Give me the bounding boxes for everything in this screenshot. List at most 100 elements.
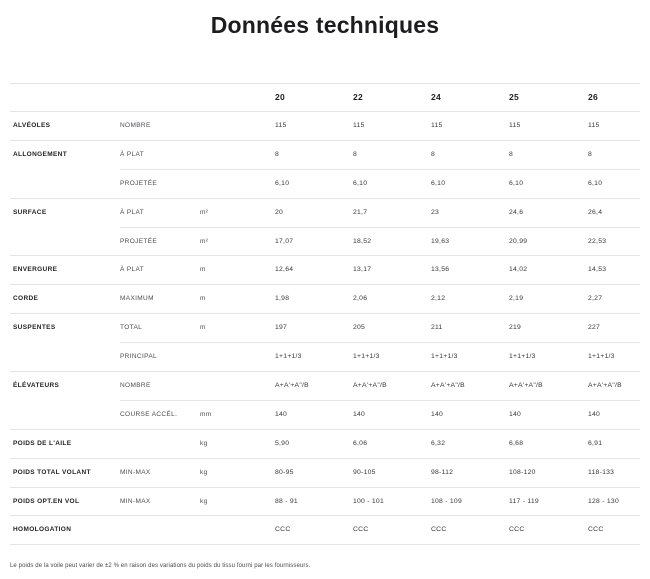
cell-value: 118-133 <box>588 468 615 476</box>
cell-value: A+A'+A"/B <box>509 381 543 389</box>
cell-value: A+A'+A"/B <box>588 381 622 389</box>
table-row: PROJETÉE 6,10 6,10 6,10 6,10 6,10 <box>10 168 640 198</box>
cell-value: 18,52 <box>353 237 372 245</box>
table-row: POIDS DE L'AILE kg 5,90 6,06 6,32 6,68 6,91 <box>10 428 640 458</box>
row-sub-label: MIN-MAX <box>120 468 151 476</box>
cell-value: 1,98 <box>275 295 290 303</box>
row-group-label: ALLONGEMENT <box>13 150 68 158</box>
row-unit: m <box>200 324 206 332</box>
row-group-label: POIDS DE L'AILE <box>13 439 72 447</box>
table-row: ENVERGURE À PLAT m 12,64 13,17 13,56 14,02 14,5… <box>10 255 640 284</box>
cell-value: 19,63 <box>431 237 450 245</box>
row-sub-label: PROJETÉE <box>120 237 158 245</box>
cell-value: 115 <box>431 121 443 129</box>
cell-value: 1+1+1/3 <box>353 353 380 361</box>
size-column-header: 26 <box>588 92 599 102</box>
cell-value: 98-112 <box>431 468 454 476</box>
row-unit: m² <box>200 237 209 245</box>
cell-value: 6,10 <box>588 179 603 187</box>
cell-value: 205 <box>353 324 366 332</box>
cell-value: 13,56 <box>431 266 450 274</box>
table-body: ALVÉOLES NOMBRE 115 115 115 115 115 ALLONGEMENT… <box>10 111 640 544</box>
cell-value: 8 <box>509 150 514 158</box>
cell-value: 88 - 91 <box>275 497 298 505</box>
row-group-label: HOMOLOGATION <box>13 526 72 534</box>
size-column-header: 20 <box>275 92 286 102</box>
row-group-label: SURFACE <box>13 208 47 216</box>
cell-value: 115 <box>509 121 521 129</box>
cell-value: CCC <box>353 526 369 534</box>
row-unit: mm <box>200 410 212 418</box>
size-header-row: 20 22 24 25 26 <box>10 83 640 111</box>
cell-value: 1+1+1/3 <box>588 353 615 361</box>
row-group-label: ALVÉOLES <box>13 121 51 129</box>
table-row: COURSE ACCÉL. mm 140 140 140 140 140 <box>10 399 640 429</box>
row-sub-label: NOMBRE <box>120 381 151 389</box>
row-sub-label: PROJETÉE <box>120 179 158 187</box>
table-bottom-border <box>10 544 640 546</box>
cell-value: 1+1+1/3 <box>431 353 458 361</box>
cell-value: 80-95 <box>275 468 294 476</box>
cell-value: 8 <box>353 150 358 158</box>
cell-value: CCC <box>275 526 291 534</box>
row-unit: kg <box>200 468 208 476</box>
table-row: ALLONGEMENT À PLAT 8 8 8 8 8 <box>10 139 640 169</box>
page-title: Données techniques <box>210 12 440 38</box>
cell-value: 140 <box>509 410 522 418</box>
cell-value: 13,17 <box>353 266 372 274</box>
row-unit: m² <box>200 208 209 216</box>
row-group-label: ENVERGURE <box>13 266 58 274</box>
cell-value: A+A'+A"/B <box>431 381 465 389</box>
cell-value: 2,19 <box>509 295 524 303</box>
cell-value: 6,10 <box>275 179 290 187</box>
cell-value: 211 <box>431 324 443 332</box>
row-unit: kg <box>200 497 208 505</box>
row-unit: m <box>200 266 206 274</box>
cell-value: 20,99 <box>509 237 528 245</box>
row-unit: m <box>200 295 206 303</box>
cell-value: 2,27 <box>588 295 603 303</box>
cell-value: 21,7 <box>353 208 368 216</box>
size-column-header: 25 <box>509 92 520 102</box>
size-column-header: 22 <box>353 92 364 102</box>
table-row: PRINCIPAL 1+1+1/3 1+1+1/3 1+1+1/3 1+1+1/3 1+1… <box>10 342 640 371</box>
row-sub-label: À PLAT <box>120 150 145 158</box>
row-sub-label: TOTAL <box>120 324 143 332</box>
cell-value: 5,90 <box>275 439 290 447</box>
cell-value: 6,10 <box>353 179 368 187</box>
cell-value: 140 <box>353 410 366 418</box>
cell-value: 1+1+1/3 <box>275 353 302 361</box>
row-sub-label: MIN-MAX <box>120 497 151 505</box>
cell-value: 1+1+1/3 <box>509 353 536 361</box>
cell-value: 227 <box>588 324 601 332</box>
cell-value: 8 <box>431 150 436 158</box>
row-sub-label: COURSE ACCÉL. <box>120 410 178 418</box>
cell-value: 90-105 <box>353 468 376 476</box>
row-sub-label: À PLAT <box>120 208 145 216</box>
row-group-label: ÉLÉVATEURS <box>13 381 60 389</box>
row-group-label: POIDS TOTAL VOLANT <box>13 468 91 476</box>
cell-value: 140 <box>275 410 288 418</box>
cell-value: 140 <box>431 410 444 418</box>
cell-value: 12,64 <box>275 266 294 274</box>
cell-value: 140 <box>588 410 601 418</box>
cell-value: A+A'+A"/B <box>353 381 387 389</box>
table-row: ÉLÉVATEURS NOMBRE A+A'+A"/B A+A'+A"/B A+A'+A… <box>10 371 640 400</box>
cell-value: CCC <box>588 526 604 534</box>
cell-value: 108-120 <box>509 468 536 476</box>
table-row: HOMOLOGATION CCC CCC CCC CCC CCC <box>10 515 640 544</box>
cell-value: 8 <box>588 150 593 158</box>
row-sub-label: MAXIMUM <box>120 295 154 303</box>
cell-value: 6,10 <box>509 179 524 187</box>
row-group-label: SUSPENTES <box>13 324 56 332</box>
cell-value: 6,91 <box>588 439 603 447</box>
cell-value: 22,53 <box>588 237 607 245</box>
table-row: POIDS TOTAL VOLANT MIN-MAX kg 80-95 90-105 98… <box>10 457 640 487</box>
table-row: SURFACE À PLAT m² 20 21,7 23 24,6 26,4 <box>10 197 640 227</box>
cell-value: 14,53 <box>588 266 607 274</box>
table-row: POIDS OPT.EN VOL MIN-MAX kg 88 - 91 100 - 10… <box>10 486 640 516</box>
table-row: PROJETÉE m² 17,07 18,52 19,63 20,99 22,53 <box>10 226 640 256</box>
cell-value: 14,02 <box>509 266 528 274</box>
cell-value: CCC <box>509 526 525 534</box>
